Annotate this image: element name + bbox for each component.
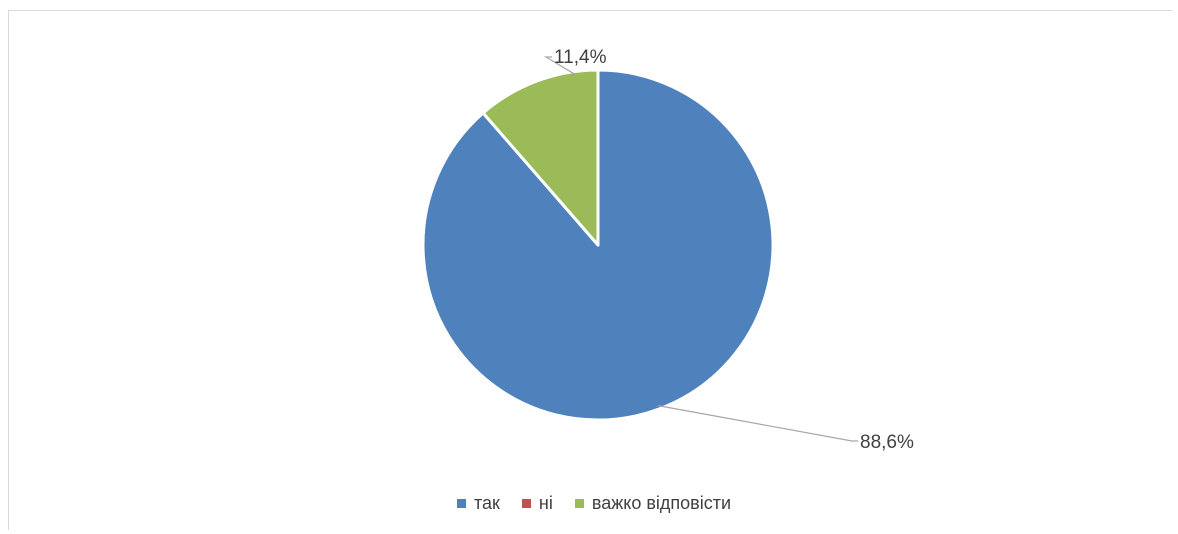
chart-area [8,10,1172,530]
leader-line-tak [658,405,858,442]
leader-line-vazhko [543,56,577,76]
legend-label-ni: ні [538,493,553,513]
legend-swatch-vazhko [574,499,584,508]
slice-vazhko [481,68,600,247]
legend-item-ni: ні [521,493,553,514]
legend-swatch-tak [456,499,466,508]
legend: так ні важко відповісти [0,493,1178,514]
legend-item-tak: так [456,493,500,514]
legend-label-vazhko: важко відповісти [591,493,732,513]
data-label-vazhko: 11,4% [554,47,607,68]
legend-label-tak: так [473,493,500,513]
data-label-tak: 88,6% [860,432,914,453]
legend-swatch-ni [521,499,531,508]
legend-item-vazhko: важко відповісти [574,493,732,514]
